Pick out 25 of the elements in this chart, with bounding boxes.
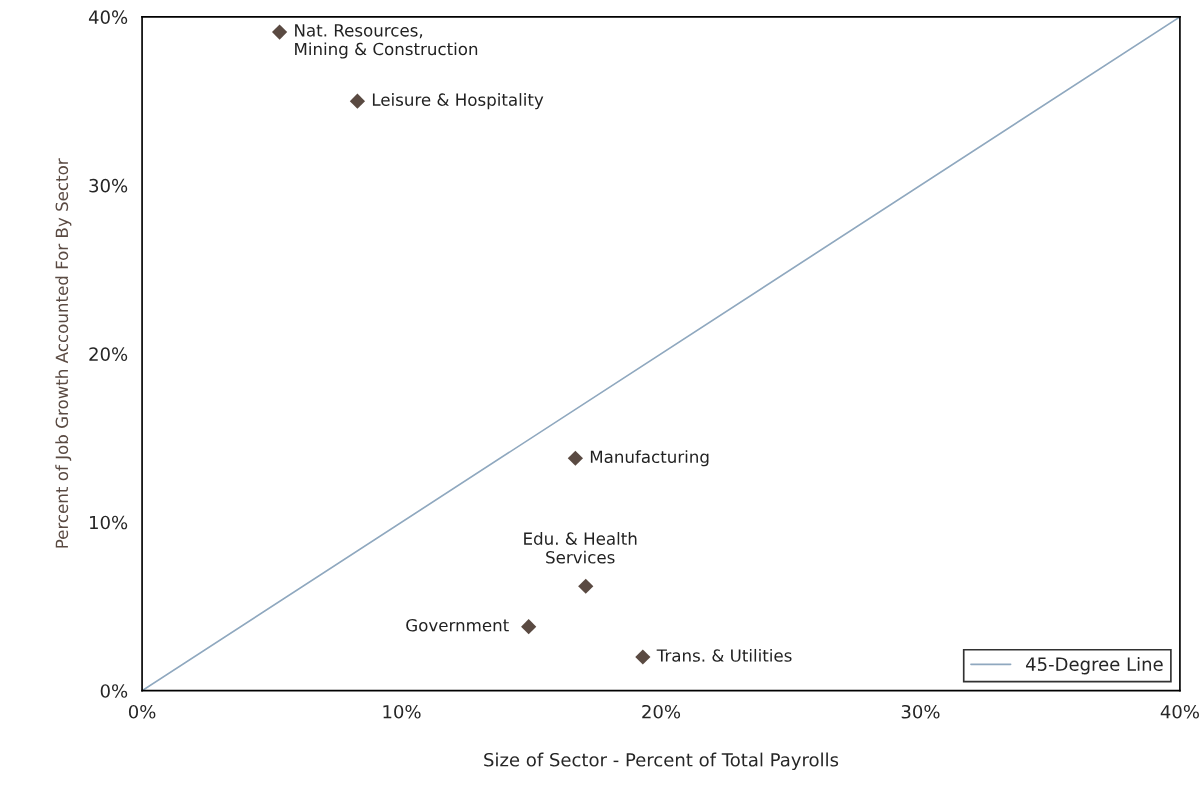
annotation: Edu. & Health Services bbox=[524, 532, 637, 564]
y-tick-label: 10% bbox=[90, 515, 128, 530]
annotation: Manufacturing bbox=[590, 450, 709, 467]
point bbox=[567, 450, 583, 466]
annotation: Trans. & Utilities bbox=[656, 648, 792, 662]
x-axis-title: Size of Sector - Percent of Total Payrolls bbox=[484, 752, 839, 771]
point bbox=[521, 619, 537, 635]
annotation: Leisure & Hospitality bbox=[372, 93, 544, 110]
annotation: Nat. Resources, Mining & Construction bbox=[295, 24, 478, 59]
x-tick-label: 40% bbox=[1160, 704, 1199, 719]
y-tick-label: 40% bbox=[88, 10, 128, 25]
point bbox=[349, 93, 366, 109]
point bbox=[635, 649, 651, 665]
y-axis-title: Percent of Job Growth Accounted For By Sector bbox=[55, 158, 72, 548]
annotation: Government bbox=[406, 618, 509, 632]
y-tick-label: 20% bbox=[89, 347, 128, 361]
x-tick-label: 10% bbox=[383, 704, 421, 719]
y-tick-label: 0% bbox=[100, 684, 128, 698]
legend-label: 45-Degree Line bbox=[1025, 656, 1163, 675]
point bbox=[271, 24, 288, 40]
y-tick-label: 30% bbox=[89, 178, 128, 193]
x-tick-label: 20% bbox=[642, 704, 681, 719]
x-tick-label: 30% bbox=[901, 704, 940, 719]
point bbox=[578, 578, 594, 594]
x-tick-label: 0% bbox=[128, 704, 156, 719]
